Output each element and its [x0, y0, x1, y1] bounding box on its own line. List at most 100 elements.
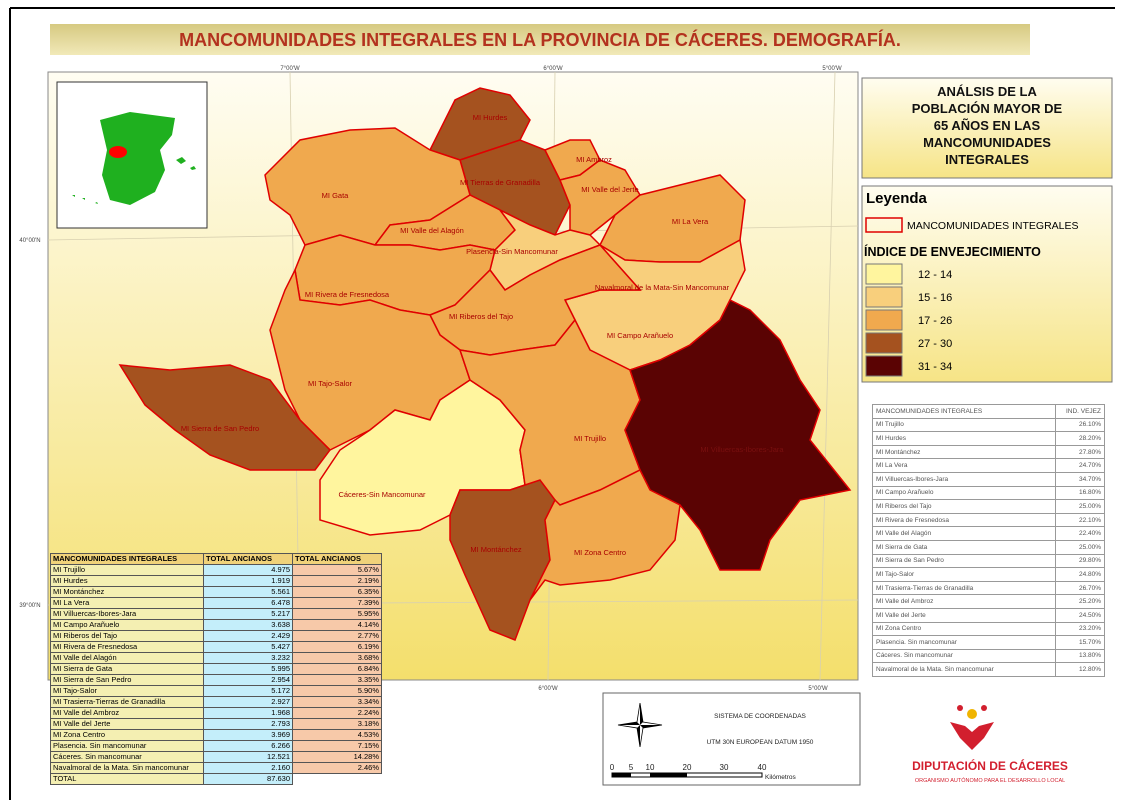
table-right: MANCOMUNIDADES INTEGRALES IND. VEJEZ MI Tr… — [872, 404, 1105, 677]
region-label: MI Hurdes — [473, 113, 508, 122]
table-row: MI Valle del Jerte 2.793 3.18% — [50, 718, 382, 730]
table-row: MANCOMUNIDADES INTEGRALES TOTAL ANCIANOS T… — [50, 553, 382, 565]
graticule-label: 7°00'W — [280, 66, 300, 72]
table-cell: MI Montánchez — [50, 586, 204, 598]
region-label: MI Sierra de San Pedro — [181, 424, 259, 433]
table-cell: 2.160 — [203, 762, 293, 774]
table-row: MI Montánchez 27.80% — [872, 444, 1105, 460]
table-cell: 26.70% — [1055, 580, 1105, 596]
table-cell: 6.478 — [203, 597, 293, 609]
table-cell: MI Valle del Ambroz — [872, 594, 1056, 609]
table-row: Cáceres. Sin mancomunar 12.521 14.28% — [50, 751, 382, 763]
table-row: MI Trasierra-Tierras de Granadilla 26.70% — [872, 580, 1105, 596]
logo-mark — [950, 705, 994, 750]
graticule-label: 39°00'N — [19, 603, 40, 609]
region-label: MI Ambroz — [576, 155, 612, 164]
table-cell: IND. VEJEZ — [1055, 404, 1105, 419]
table-cell: 4.53% — [292, 729, 382, 741]
table-row: MANCOMUNIDADES INTEGRALES IND. VEJEZ — [872, 404, 1105, 419]
table-cell: 23.20% — [1055, 621, 1105, 637]
scale-tick-label: 20 — [683, 763, 692, 772]
table-cell: 5.427 — [203, 641, 293, 653]
table-cell: MI Hurdes — [50, 575, 204, 587]
table-cell: 26.10% — [1055, 417, 1105, 433]
region-label: Cáceres-Sin Mancomunar — [338, 490, 426, 499]
table-row: MI Valle del Ambroz 1.968 2.24% — [50, 707, 382, 719]
coord-datum: UTM 30N EUROPEAN DATUM 1950 — [707, 739, 814, 746]
table-cell: 2.793 — [203, 718, 293, 730]
table-cell: 2.429 — [203, 630, 293, 642]
table-row: Navalmoral de la Mata. Sin mancomunar 2.1… — [50, 762, 382, 774]
region-label: MI Villuercas-Ibores-Jara — [700, 445, 784, 454]
table-cell: MI Trujillo — [50, 564, 204, 576]
table-row: MI Valle del Alagón 3.232 3.68% — [50, 652, 382, 664]
table-cell: 2.954 — [203, 674, 293, 686]
table-cell: 4.975 — [203, 564, 293, 576]
scale-tick-label: 5 — [629, 763, 634, 772]
scale-tick-label: 30 — [720, 763, 729, 772]
graticule-label: 5°00'W — [808, 686, 828, 692]
table-cell: 24.50% — [1055, 607, 1105, 623]
legend-index-title: ÍNDICE DE ENVEJECIMIENTO — [864, 244, 1041, 259]
legend-swatch — [865, 263, 903, 285]
table-cell: MI La Vera — [872, 458, 1056, 473]
table-cell: MI Montánchez — [872, 444, 1056, 460]
table-row: MI La Vera 6.478 7.39% — [50, 597, 382, 609]
info-box — [861, 77, 1113, 179]
region-label: MI La Vera — [672, 217, 709, 226]
table-cell: 25.20% — [1055, 594, 1105, 609]
logo-name: DIPUTACIÓN DE CÁCERES — [912, 758, 1068, 773]
scale-tick-label: 40 — [758, 763, 767, 772]
compass — [617, 702, 663, 748]
table-cell: 6.35% — [292, 586, 382, 598]
legend-boundary-swatch — [865, 217, 903, 233]
coord-title: SISTEMA DE COORDENADAS — [714, 713, 806, 720]
table-row: MI Sierra de Gata 25.00% — [872, 539, 1105, 555]
region — [118, 364, 331, 471]
table-cell: 13.80% — [1055, 648, 1105, 664]
table-row: MI Trujillo 4.975 5.67% — [50, 564, 382, 576]
table-cell: 24.80% — [1055, 567, 1105, 582]
info-title: 65 AÑOS EN LAS — [934, 118, 1041, 133]
table-cell: 3.35% — [292, 674, 382, 686]
table-cell: 12.80% — [1055, 662, 1105, 677]
scale-unit: Kilómetros — [765, 774, 796, 781]
table-cell: 2.927 — [203, 696, 293, 708]
region-label: Plasencia-Sin Mancomunar — [466, 247, 558, 256]
region-label: MI Riberos del Tajo — [449, 312, 513, 321]
table-row: MI Valle del Jerte 24.50% — [872, 607, 1105, 623]
table-cell: 7.15% — [292, 740, 382, 752]
table-cell: 1.919 — [203, 575, 293, 587]
table-cell: 5.217 — [203, 608, 293, 620]
table-row: MI Hurdes 1.919 2.19% — [50, 575, 382, 587]
table-cell: Cáceres. Sin mancomunar — [50, 751, 204, 763]
table-row: MI Campo Arañuelo 16.80% — [872, 485, 1105, 501]
region-label: MI Tierras de Granadilla — [460, 178, 541, 187]
table-cell: MI La Vera — [50, 597, 204, 609]
table-cell: MI Valle del Alagón — [50, 652, 204, 664]
inset-spain — [100, 112, 175, 205]
info-title: POBLACIÓN MAYOR DE — [912, 101, 1063, 116]
table-cell: MI Sierra de San Pedro — [50, 674, 204, 686]
table-cell: 6.266 — [203, 740, 293, 752]
table-row: MI Sierra de San Pedro 29.80% — [872, 553, 1105, 569]
region — [529, 468, 681, 601]
table-row: Navalmoral de la Mata. Sin mancomunar 12.… — [872, 662, 1105, 677]
legend-boundary: MANCOMUNIDADES INTEGRALES — [907, 220, 1079, 232]
title-box — [50, 24, 1030, 55]
table-row: MI Valle del Alagón 22.40% — [872, 526, 1105, 541]
region-label: MI Rivera de Fresnedosa — [305, 290, 390, 299]
info-title: INTEGRALES — [945, 152, 1029, 167]
info-title: MANCOMUNIDADES — [923, 135, 1051, 150]
table-cell: 3.232 — [203, 652, 293, 664]
table-row: MI Sierra de San Pedro 2.954 3.35% — [50, 674, 382, 686]
table-cell: Plasencia. Sin mancomunar — [50, 740, 204, 752]
table-cell: MI Campo Arañuelo — [50, 619, 204, 631]
table-row: MI Riberos del Tajo 2.429 2.77% — [50, 630, 382, 642]
table-cell: 24.70% — [1055, 458, 1105, 473]
table-cell: 25.00% — [1055, 499, 1105, 514]
table-row: MI Tajo-Salor 5.172 5.90% — [50, 685, 382, 697]
table-row: Plasencia. Sin mancomunar 6.266 7.15% — [50, 740, 382, 752]
table-cell: MI Rivera de Fresnedosa — [872, 512, 1056, 528]
table-cell: MI Riberos del Tajo — [872, 499, 1056, 514]
